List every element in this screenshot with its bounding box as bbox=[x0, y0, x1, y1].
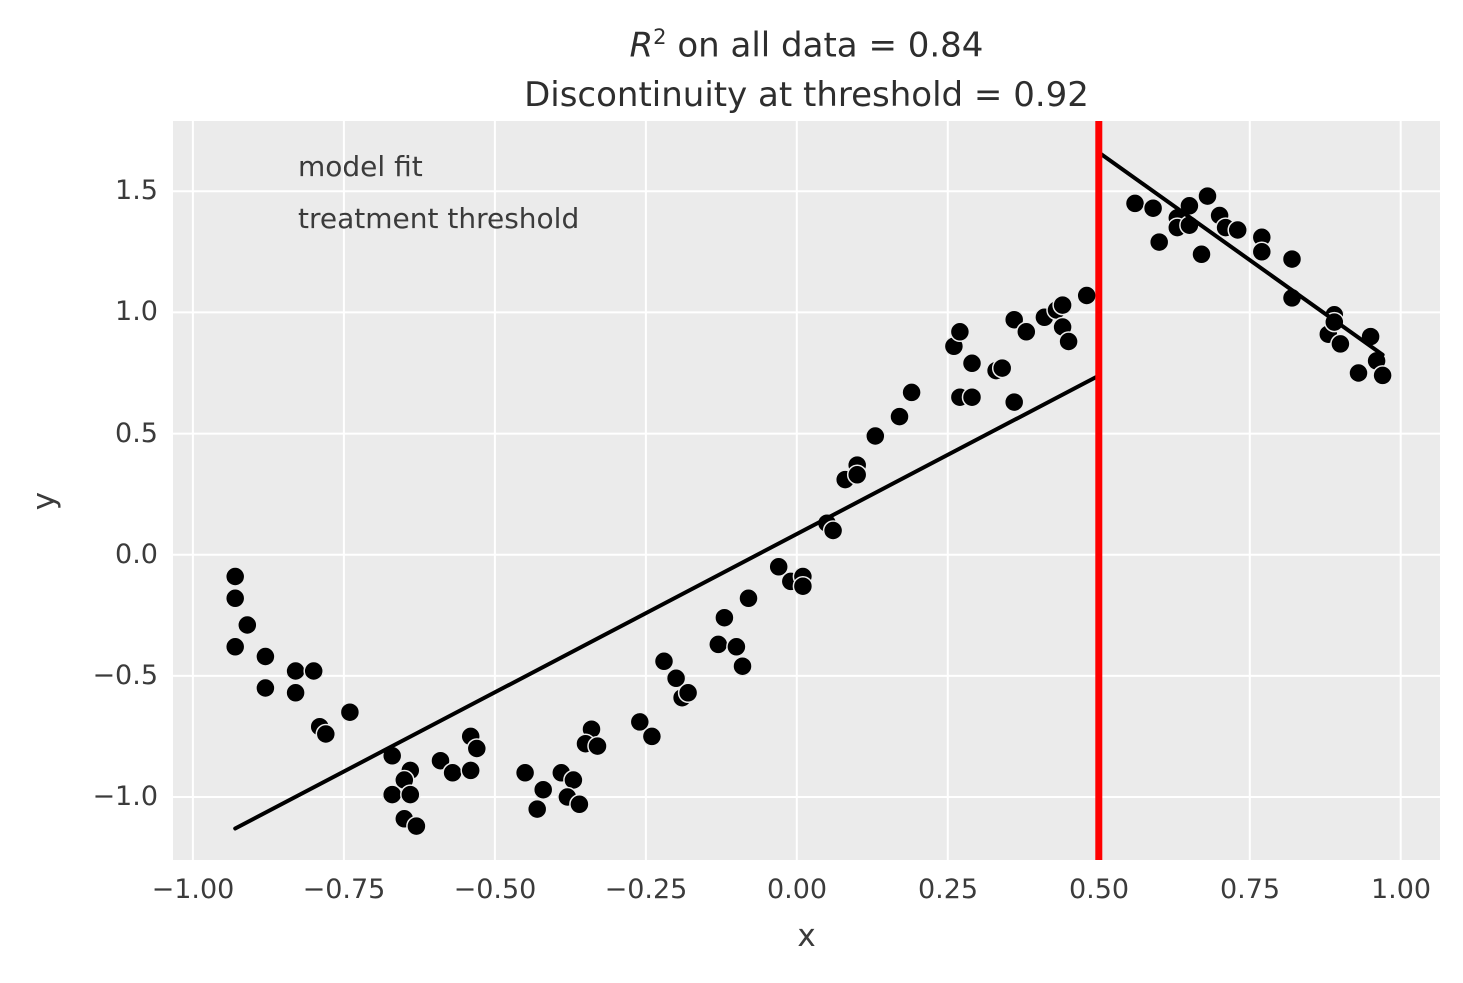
treatment-threshold-line-swatch bbox=[200, 214, 272, 223]
legend-entry-model-fit: model fit bbox=[200, 140, 579, 192]
y-tick-label: 1.0 bbox=[115, 296, 158, 327]
x-axis-label: x bbox=[797, 918, 816, 954]
legend: model fit treatment threshold bbox=[200, 140, 579, 244]
grid-lines bbox=[173, 121, 1440, 860]
y-tick-label: −1.0 bbox=[92, 781, 158, 812]
y-axis-label: y bbox=[26, 491, 62, 511]
chart-title-line1-text: on all data = 0.84 bbox=[666, 25, 984, 66]
scatter-points bbox=[224, 185, 1393, 837]
x-tick-label: 0.50 bbox=[1068, 874, 1130, 905]
legend-label-treatment-threshold: treatment threshold bbox=[298, 201, 580, 235]
x-tick-label: 0.25 bbox=[917, 874, 979, 905]
y-tick-label: 0.0 bbox=[115, 539, 158, 570]
y-tick-label: 1.5 bbox=[115, 175, 158, 206]
model-fit-line bbox=[233, 151, 1385, 831]
x-tick-label: −1.00 bbox=[151, 874, 235, 905]
chart-title: R2 on all data = 0.84 Discontinuity at th… bbox=[173, 12, 1440, 120]
x-tick-label: 0.00 bbox=[766, 874, 828, 905]
x-tick-label: −0.75 bbox=[302, 874, 386, 905]
y-tick-label: 0.5 bbox=[115, 418, 158, 449]
plot-area bbox=[173, 121, 1440, 860]
plot-canvas bbox=[173, 121, 1440, 860]
r-symbol: R bbox=[629, 25, 654, 66]
model-fit-line-swatch bbox=[200, 164, 272, 168]
chart-title-line2: Discontinuity at threshold = 0.92 bbox=[524, 75, 1089, 116]
x-tick-label: −0.50 bbox=[453, 874, 537, 905]
legend-label-model-fit: model fit bbox=[298, 149, 423, 183]
chart-title-line1: R2 on all data = 0.84 bbox=[173, 12, 1440, 70]
legend-entry-treatment-threshold: treatment threshold bbox=[200, 192, 579, 244]
x-tick-label: 0.75 bbox=[1219, 874, 1281, 905]
y-tick-label: −0.5 bbox=[92, 660, 158, 691]
x-tick-label: −0.25 bbox=[604, 874, 688, 905]
x-tick-label: 1.00 bbox=[1370, 874, 1432, 905]
r-exponent: 2 bbox=[653, 25, 667, 49]
